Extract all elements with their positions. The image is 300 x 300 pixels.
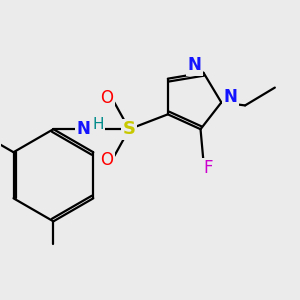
Text: O: O <box>100 152 113 169</box>
Text: N: N <box>223 88 237 106</box>
Text: H: H <box>92 117 104 132</box>
Text: O: O <box>100 89 113 107</box>
Text: N: N <box>76 120 90 138</box>
Text: N: N <box>188 56 202 74</box>
Text: F: F <box>203 159 213 177</box>
Text: S: S <box>123 120 136 138</box>
